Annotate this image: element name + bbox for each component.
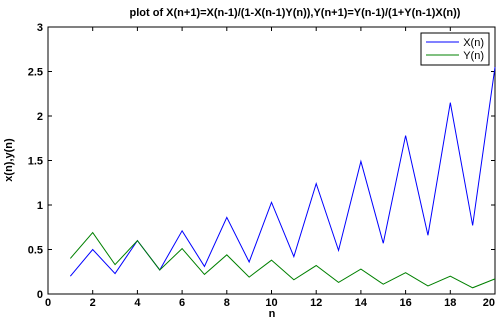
x-tick-label: 8 [224, 297, 230, 309]
x-tick-label: 12 [310, 297, 322, 309]
y-tick-label: 2 [37, 111, 43, 123]
x-axis: 0 2 4 6 8 10 12 14 16 18 20 [45, 27, 496, 309]
x-tick-label: 10 [265, 297, 277, 309]
x-tick-label: 18 [444, 297, 456, 309]
y-tick-label: 3 [37, 22, 43, 34]
y-tick-label: 0 [37, 289, 43, 301]
x-tick-label: 0 [45, 297, 51, 309]
x-tick-label: 20 [483, 297, 495, 309]
y-tick-label: 0.5 [28, 245, 43, 257]
y-tick-label: 1 [37, 200, 43, 212]
series-line-y [69, 231, 496, 289]
x-tick-label: 6 [179, 297, 185, 309]
y-tick-label: 2.5 [28, 67, 43, 79]
y-axis: 0 0.5 1 1.5 2 2.5 3 [28, 22, 495, 301]
plot-area [47, 26, 496, 295]
y-tick-label: 1.5 [28, 156, 43, 168]
legend: X(n)Y(n) [420, 32, 490, 66]
chart-title: plot of X(n+1)=X(n-1)/(1-X(n-1)Y(n)),Y(n… [130, 7, 461, 19]
x-axis-label: n [269, 308, 276, 320]
legend-label: X(n) [463, 37, 484, 49]
y-axis-label: x(n),y(n) [3, 138, 15, 182]
x-tick-label: 2 [90, 297, 96, 309]
x-tick-label: 16 [399, 297, 411, 309]
series-layer [69, 66, 496, 289]
x-tick-label: 4 [134, 297, 141, 309]
legend-box [420, 32, 490, 66]
x-tick-label: 14 [355, 297, 368, 309]
legend-label: Y(n) [463, 50, 484, 62]
